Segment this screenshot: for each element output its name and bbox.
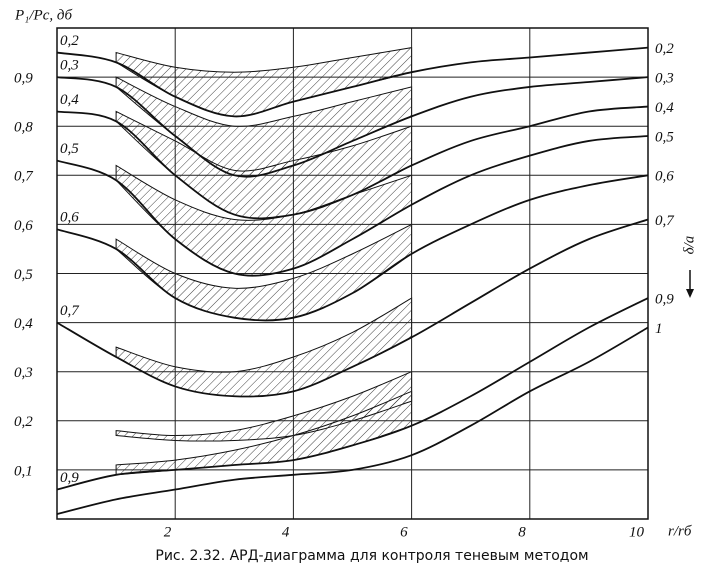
series-line [56,218,649,398]
y-tick-label: 0,2 [14,414,33,430]
series-line [56,46,649,118]
series-line [56,76,649,178]
arrow-head [686,289,694,298]
series-line [56,297,649,491]
series-label: 0,6 [655,169,674,185]
x-tick-label: 2 [164,524,172,540]
series-label: 0,3 [60,58,79,74]
y-tick-label: 0,9 [14,71,33,87]
series-label: 0,4 [60,92,79,108]
x-tick-label: 4 [282,524,290,540]
y-tick-label: 0,7 [14,169,34,185]
right-axis-label: δ/a [681,236,697,255]
series-line [56,326,649,515]
series-label: 0,5 [655,129,674,145]
x-tick-label: 10 [629,524,645,540]
chart-title: Рис. 2.32. АРД-диаграмма для контроля те… [155,548,588,564]
series-label: 0,4 [655,100,674,116]
series-label: 0,3 [655,71,674,87]
series-label: 0,6 [60,210,79,226]
y-tick-label: 0,5 [14,267,33,283]
series-label: 0,5 [60,141,79,157]
y-tick-label: 0,1 [14,463,33,479]
series-label: 0,2 [60,33,79,49]
series-line [56,105,649,220]
series-label: 0,9 [60,470,79,486]
y-tick-label: 0,3 [14,365,33,381]
y-axis-label: P₁/Pc, дб [14,7,72,23]
x-tick-label: 8 [518,524,526,540]
plot-frame [56,27,649,520]
series-line [56,174,649,322]
x-axis-label: r/rб [668,523,692,539]
y-tick-label: 0,6 [14,218,33,234]
series-label: 1 [655,321,663,337]
series-label: 0,7 [60,303,80,319]
y-tick-label: 0,4 [14,316,33,332]
y-tick-label: 0,8 [14,120,33,136]
series-label: 0,2 [655,41,674,57]
x-tick-label: 6 [400,524,408,540]
series-line [56,135,649,277]
series-label: 0,7 [655,213,675,229]
series-label: 0,9 [655,291,674,307]
